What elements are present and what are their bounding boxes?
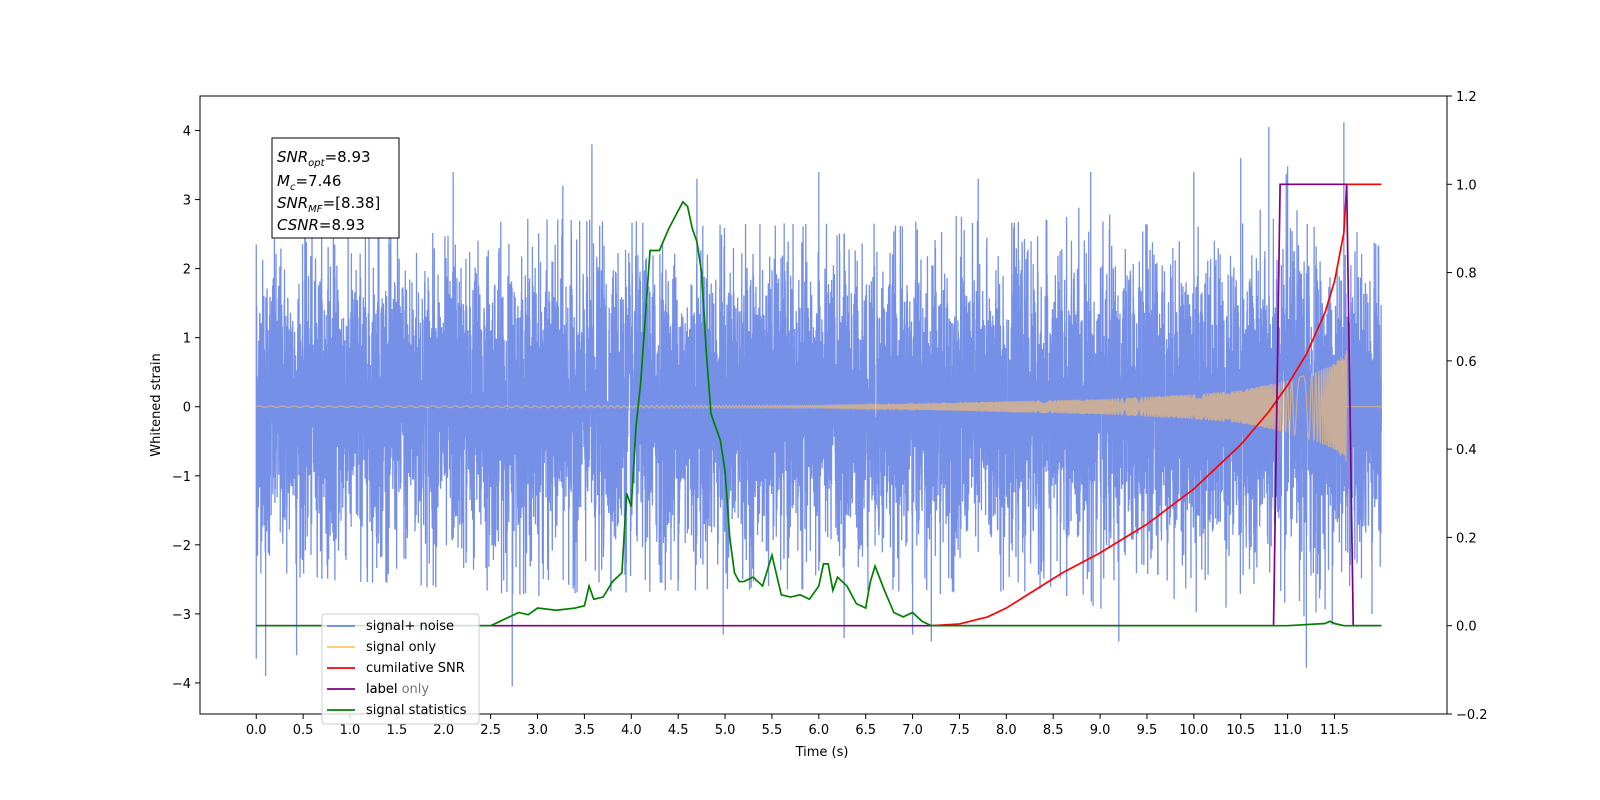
annotation-csnr: CSNR=8.93 bbox=[277, 216, 365, 234]
annotation-box: SNRopt=8.93 Mc=7.46 SNRMF=[8.38] CSNR=8.… bbox=[271, 137, 400, 239]
x-tick-label: 3.5 bbox=[574, 723, 595, 738]
x-tick-label: 7.5 bbox=[949, 723, 970, 738]
x-axis-label: Time (s) bbox=[795, 745, 849, 760]
x-tick-label: 9.0 bbox=[1090, 723, 1111, 738]
legend-label-label: label bbox=[366, 682, 397, 697]
series-signal-only bbox=[256, 350, 1382, 462]
series-cumulative-snr bbox=[931, 183, 1382, 627]
series-signal-noise bbox=[255, 122, 1383, 687]
x-tick-label: 1.0 bbox=[340, 723, 361, 738]
annotation-snr-mf: SNRMF=[8.38] bbox=[277, 194, 380, 215]
y-left-tick-label: −4 bbox=[172, 677, 191, 692]
y-axis-right: 1.2 1.0 0.8 0.6 0.4 0.2 0.0 −0.2 bbox=[1447, 90, 1488, 723]
legend-label-obscured: label only bbox=[366, 682, 429, 697]
y-axis-left: 4 3 2 1 0 −1 −2 −3 −4 bbox=[172, 125, 200, 692]
y-right-tick-label: 0.4 bbox=[1456, 443, 1477, 458]
y-right-tick-label: −0.2 bbox=[1456, 708, 1488, 723]
x-tick-label: 4.0 bbox=[621, 723, 642, 738]
x-tick-label: 7.0 bbox=[902, 723, 923, 738]
x-tick-label: 6.5 bbox=[855, 723, 876, 738]
x-tick-label: 10.0 bbox=[1179, 723, 1208, 738]
x-tick-label: 1.5 bbox=[387, 723, 408, 738]
y-left-tick-label: 0 bbox=[183, 401, 191, 416]
plot-frame bbox=[199, 95, 1448, 715]
x-tick-label: 8.5 bbox=[1043, 723, 1064, 738]
y-left-tick-label: −1 bbox=[172, 470, 191, 485]
y-right-tick-label: 0.2 bbox=[1456, 531, 1477, 546]
series-layer bbox=[255, 122, 1383, 687]
y-left-tick-label: 3 bbox=[183, 194, 191, 209]
x-tick-label: 4.5 bbox=[668, 723, 689, 738]
x-tick-label: 6.0 bbox=[808, 723, 829, 738]
legend-frame bbox=[321, 613, 480, 725]
x-tick-label: 3.0 bbox=[527, 723, 548, 738]
annotation-frame bbox=[271, 137, 400, 239]
x-tick-label: 9.5 bbox=[1137, 723, 1158, 738]
y-right-tick-label: 0.8 bbox=[1456, 267, 1477, 282]
y-right-tick-label: 0.0 bbox=[1456, 620, 1477, 635]
annotation-mc: Mc=7.46 bbox=[277, 172, 341, 193]
legend-label-cumulative-snr: cumilative SNR bbox=[366, 661, 465, 676]
x-tick-label: 10.5 bbox=[1226, 723, 1255, 738]
x-axis: 0.0 0.5 1.0 1.5 2.0 2.5 3.0 3.5 4.0 4.5 5.0 5.5 6.0 6… bbox=[246, 714, 1349, 738]
x-tick-label: 0.0 bbox=[246, 723, 267, 738]
series-signal-statistics bbox=[256, 200, 1382, 627]
x-tick-label: 2.0 bbox=[433, 723, 454, 738]
legend: signal+ noise signal only cumilative SNR… bbox=[321, 613, 480, 725]
legend-label-signal-only: signal only bbox=[366, 640, 436, 655]
x-tick-label: 8.0 bbox=[996, 723, 1017, 738]
legend-label-signal-noise: signal+ noise bbox=[366, 619, 454, 634]
y-left-tick-label: −3 bbox=[172, 608, 191, 623]
y-left-tick-label: −2 bbox=[172, 539, 191, 554]
x-tick-label: 5.5 bbox=[762, 723, 783, 738]
y-left-tick-label: 1 bbox=[183, 332, 191, 347]
y-left-tick-label: 4 bbox=[183, 125, 191, 140]
x-tick-label: 2.5 bbox=[480, 723, 501, 738]
y-left-tick-label: 2 bbox=[183, 263, 191, 278]
x-tick-label: 5.0 bbox=[715, 723, 736, 738]
y-right-tick-label: 1.0 bbox=[1456, 178, 1477, 193]
y-axis-label: Whitened strain bbox=[149, 353, 164, 456]
legend-label-signal-statistics: signal statistics bbox=[366, 703, 467, 718]
x-tick-label: 11.0 bbox=[1273, 723, 1302, 738]
y-right-tick-label: 1.2 bbox=[1456, 90, 1477, 105]
annotation-snr-opt: SNRopt=8.93 bbox=[277, 148, 371, 169]
x-tick-label: 0.5 bbox=[293, 723, 314, 738]
y-right-tick-label: 0.6 bbox=[1456, 355, 1477, 370]
x-tick-label: 11.5 bbox=[1320, 723, 1349, 738]
